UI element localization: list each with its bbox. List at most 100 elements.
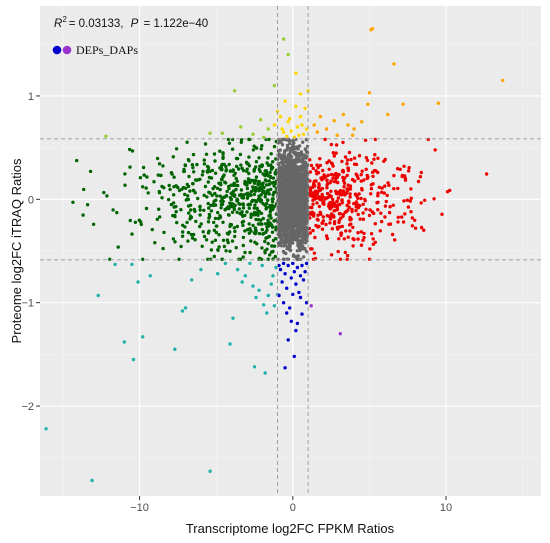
data-point [170,172,174,176]
data-point [209,203,213,208]
data-point [286,153,291,157]
data-point [234,156,239,161]
data-point [226,137,231,142]
data-point [336,196,341,200]
data-point [347,205,351,209]
data-point [251,185,255,189]
data-point [345,187,349,191]
data-point [142,173,146,177]
data-point [376,194,380,198]
data-point [344,192,348,196]
data-point [405,198,409,202]
data-point [292,135,296,139]
data-point [270,200,275,204]
data-point [287,221,291,225]
data-point [410,216,414,220]
data-point [261,190,265,195]
data-point [340,224,344,229]
data-point [268,213,272,217]
data-point [288,150,292,154]
data-point [283,366,287,370]
data-point [228,222,233,227]
data-point [331,176,335,180]
data-point [370,210,374,214]
data-point [210,193,214,197]
data-point [298,295,303,300]
data-point [365,158,370,163]
data-point [213,216,218,221]
data-point [359,230,363,234]
x-axis-title: Transcriptome log2FC FPKM Ratios [186,521,395,536]
data-point [345,158,350,162]
data-point [160,184,164,189]
data-point [241,255,245,259]
data-point [392,62,396,66]
data-point [252,210,257,215]
data-point [266,241,270,246]
data-point [227,213,231,217]
data-point [213,159,217,163]
data-point [209,176,214,180]
data-point [281,301,286,305]
data-point [282,257,286,261]
data-point [352,127,356,131]
data-point [243,229,247,233]
data-point [200,173,205,177]
data-point [251,132,255,136]
data-point [383,184,387,188]
data-point [192,170,196,174]
data-point [248,180,252,185]
data-point [316,171,321,175]
data-point [123,172,127,176]
data-point [304,205,308,209]
data-point [280,143,285,147]
data-point [423,198,427,202]
data-point [260,227,264,232]
data-point [418,175,423,179]
data-point [386,112,390,117]
data-point [241,168,246,173]
data-point [296,221,300,226]
data-point [289,175,294,180]
data-point [288,117,292,121]
data-point [287,215,292,219]
data-point [315,201,319,205]
data-point [256,222,261,226]
data-point [130,262,134,267]
data-point [380,219,384,224]
data-point [335,206,340,210]
data-point [426,137,430,142]
data-point [371,170,375,174]
data-point [333,173,338,177]
data-point [422,228,426,232]
data-point [115,210,119,215]
data-point [297,290,301,295]
data-point [214,230,218,235]
data-point [261,181,265,185]
data-point [234,176,238,181]
data-point [324,127,329,131]
data-point [179,244,183,249]
data-point [270,181,274,185]
data-point [233,229,237,234]
data-point [247,164,252,168]
data-point [257,167,261,172]
data-point [265,311,269,315]
data-point [192,207,196,212]
data-point [230,210,235,214]
data-point [297,144,302,148]
data-point [325,236,330,241]
data-point [413,226,418,230]
data-point [139,222,143,227]
data-point [286,230,290,235]
data-point [316,213,320,217]
data-point [269,167,274,171]
data-point [348,195,352,199]
data-point [272,83,277,88]
data-point [351,244,355,248]
data-point [298,114,303,119]
data-point [356,196,360,201]
data-point [357,154,362,158]
data-point [301,132,306,136]
data-point [289,129,293,133]
